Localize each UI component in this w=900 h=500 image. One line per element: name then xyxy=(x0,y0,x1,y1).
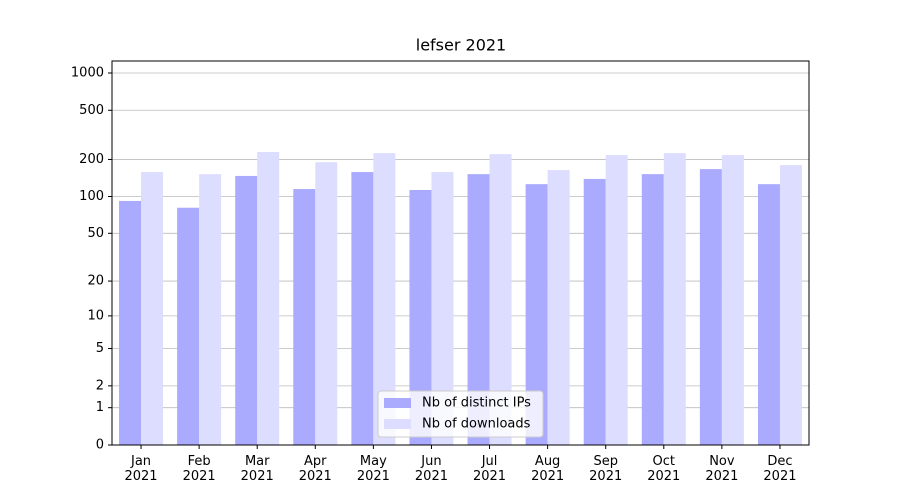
bar xyxy=(525,184,548,445)
y-tick-label: 10 xyxy=(87,308,104,323)
x-tick-label: Feb 2021 xyxy=(182,454,216,484)
bar xyxy=(409,189,432,445)
x-tick-label: Sep 2021 xyxy=(589,454,623,484)
y-tick-label: 1 xyxy=(96,400,104,415)
legend-box xyxy=(377,390,544,438)
bar xyxy=(721,155,744,445)
y-tick-label: 2 xyxy=(96,378,104,393)
bar xyxy=(779,165,802,445)
x-tick-label: Jun 2021 xyxy=(414,454,448,484)
legend: Nb of distinct IPs Nb of downloads xyxy=(377,390,544,438)
legend-swatch xyxy=(384,398,411,408)
x-tick-label: Jul 2021 xyxy=(472,454,507,484)
bar xyxy=(119,200,142,445)
bar xyxy=(351,172,374,445)
x-tick-label: Mar 2021 xyxy=(240,454,274,484)
bar xyxy=(315,162,338,445)
x-tick-label: Apr 2021 xyxy=(298,454,332,484)
y-tick-label: 5 xyxy=(96,341,104,356)
bar xyxy=(431,172,454,445)
x-tick-label: May 2021 xyxy=(356,454,390,484)
bar xyxy=(757,184,780,445)
legend-label: Nb of downloads xyxy=(422,417,531,432)
bar xyxy=(467,174,490,446)
bar xyxy=(663,153,686,445)
y-tick-label: 1000 xyxy=(71,66,104,81)
y-tick-label: 0 xyxy=(96,438,104,453)
bar xyxy=(641,174,664,446)
y-tick-label: 20 xyxy=(87,274,104,289)
x-tick-label: Nov 2021 xyxy=(705,454,739,484)
bar xyxy=(235,175,258,446)
y-tick-label: 50 xyxy=(87,226,104,241)
bar xyxy=(583,178,606,445)
bar xyxy=(177,207,200,445)
bar xyxy=(605,155,628,445)
bar xyxy=(293,189,316,445)
y-tick-label: 100 xyxy=(79,189,104,204)
bar xyxy=(199,174,222,446)
bar xyxy=(373,153,396,445)
legend-label: Nb of distinct IPs xyxy=(422,396,531,411)
y-tick-label: 200 xyxy=(79,152,104,167)
bar xyxy=(141,172,164,445)
x-tick-label: Aug 2021 xyxy=(531,454,565,484)
x-tick-label: Jan 2021 xyxy=(124,454,158,484)
bar xyxy=(699,169,722,446)
plot-frame xyxy=(111,60,810,446)
bar xyxy=(489,154,512,446)
y-tick-label: 500 xyxy=(79,103,104,118)
chart-title: lefser 2021 xyxy=(416,36,506,55)
bar xyxy=(547,170,570,445)
x-tick-label: Oct 2021 xyxy=(647,454,681,484)
bar xyxy=(257,151,280,445)
legend-swatch xyxy=(384,419,411,429)
x-tick-label: Dec 2021 xyxy=(763,454,797,484)
